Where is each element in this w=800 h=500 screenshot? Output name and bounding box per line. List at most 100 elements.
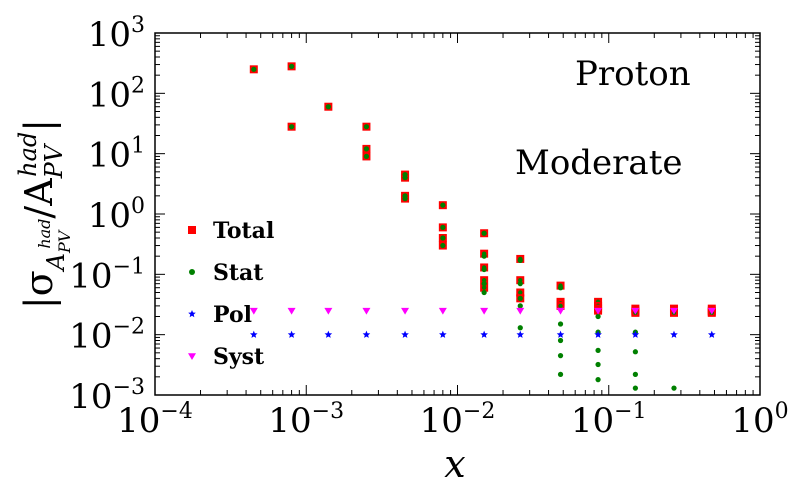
data-point-pol bbox=[439, 330, 447, 338]
data-point-pol bbox=[401, 330, 409, 338]
legend-marker-syst bbox=[188, 353, 196, 360]
data-point-stat bbox=[481, 289, 487, 296]
data-point-stat bbox=[481, 230, 487, 236]
data-point-syst bbox=[707, 307, 716, 315]
data-point-syst bbox=[287, 307, 296, 315]
data-point-syst bbox=[249, 307, 258, 315]
y-tick-label: 102 bbox=[88, 73, 145, 115]
data-point-stat bbox=[288, 63, 295, 69]
data-point-pol bbox=[249, 330, 258, 338]
data-point-stat bbox=[440, 242, 446, 249]
y-tick-label: 101 bbox=[88, 134, 145, 176]
data-point-stat bbox=[325, 104, 331, 110]
data-point-stat bbox=[595, 361, 601, 368]
x-tick-label: 10−1 bbox=[571, 399, 647, 441]
data-point-pol bbox=[516, 330, 525, 338]
data-point-stat bbox=[517, 303, 523, 309]
x-tick-label: 10−4 bbox=[117, 399, 193, 441]
data-point-syst bbox=[516, 307, 525, 315]
series-total bbox=[249, 62, 716, 317]
y-axis-title-text: |σAPVhad/APVhad| bbox=[14, 119, 74, 309]
data-point-stat bbox=[517, 295, 523, 301]
data-point-pol bbox=[631, 330, 640, 338]
y-axis-title: |σAPVhad/APVhad| bbox=[14, 119, 74, 309]
data-point-stat bbox=[481, 266, 487, 273]
y-tick-label: 100 bbox=[88, 194, 145, 236]
data-point-stat bbox=[251, 66, 257, 72]
data-point-stat bbox=[671, 385, 677, 391]
y-tick-label: 10−1 bbox=[69, 254, 145, 296]
data-point-syst bbox=[324, 307, 333, 315]
data-point-overlay bbox=[481, 285, 487, 290]
data-point-overlay bbox=[518, 290, 523, 295]
annotation-proton: Proton bbox=[575, 54, 691, 94]
data-point-stat bbox=[402, 195, 408, 202]
data-point-stat bbox=[557, 321, 564, 327]
y-tick-label: 10−2 bbox=[69, 315, 145, 357]
data-point-pol bbox=[362, 330, 371, 338]
data-point-stat bbox=[288, 124, 295, 130]
data-point-stat bbox=[632, 371, 639, 377]
annotation-moderate: Moderate bbox=[515, 143, 682, 183]
data-point-stat bbox=[517, 325, 523, 331]
data-point-overlay bbox=[481, 277, 487, 283]
legend-marker-stat bbox=[189, 269, 195, 275]
data-point-syst bbox=[401, 307, 410, 315]
data-point-pol bbox=[287, 330, 296, 338]
data-point-stat bbox=[363, 124, 370, 130]
legend-label-total: Total bbox=[213, 218, 274, 244]
x-tick-label: 10−3 bbox=[268, 399, 344, 441]
legend-label-pol: Pol bbox=[213, 302, 252, 328]
data-point-syst bbox=[594, 307, 603, 315]
x-axis-title: x bbox=[444, 442, 465, 486]
series-stat bbox=[251, 63, 677, 391]
data-point-stat bbox=[481, 253, 487, 259]
tick-labels: 10−4 10−3 10−2 10−1 10010−310−210−1100101102… bbox=[69, 13, 788, 441]
data-point-syst bbox=[362, 307, 371, 315]
legend-label-stat: Stat bbox=[213, 260, 264, 286]
data-point-stat bbox=[440, 224, 446, 231]
data-point-pol bbox=[556, 330, 565, 338]
data-point-stat bbox=[402, 175, 408, 181]
data-point-stat bbox=[517, 257, 523, 264]
data-point-syst bbox=[556, 307, 565, 315]
data-point-stat bbox=[595, 376, 601, 383]
data-points bbox=[249, 62, 716, 391]
data-point-pol bbox=[594, 330, 602, 338]
data-point-syst bbox=[631, 307, 640, 315]
series-pol bbox=[249, 330, 716, 338]
series-syst bbox=[249, 307, 716, 315]
y-tick-label: 103 bbox=[88, 13, 145, 55]
x-tick-label: 100 bbox=[731, 399, 788, 441]
data-point-stat bbox=[557, 337, 564, 344]
data-point-stat bbox=[595, 313, 601, 320]
plot-frame bbox=[154, 32, 761, 396]
data-point-stat bbox=[557, 285, 564, 291]
legend-marker-pol bbox=[188, 310, 196, 318]
data-point-pol bbox=[324, 330, 333, 338]
data-point-stat bbox=[363, 146, 370, 152]
data-point-stat bbox=[517, 281, 523, 287]
data-point-pol bbox=[670, 330, 678, 338]
data-point-stat bbox=[557, 352, 564, 359]
data-point-stat bbox=[557, 371, 564, 377]
data-point-overlay bbox=[518, 277, 523, 283]
data-point-stat bbox=[440, 235, 446, 241]
data-point-stat bbox=[363, 153, 370, 160]
data-point-syst bbox=[438, 307, 447, 315]
data-point-stat bbox=[595, 347, 601, 353]
data-point-syst bbox=[480, 307, 489, 315]
data-point-pol bbox=[480, 330, 488, 338]
data-point-syst bbox=[669, 307, 678, 315]
legend-marker-total bbox=[188, 226, 196, 234]
data-point-stat bbox=[632, 385, 639, 391]
data-point-stat bbox=[440, 202, 446, 208]
data-point-stat bbox=[632, 349, 639, 355]
data-point-overlay bbox=[558, 303, 563, 309]
data-point-stat bbox=[481, 281, 487, 287]
x-tick-label: 10−2 bbox=[420, 399, 496, 441]
legend: Total Stat Pol Syst bbox=[188, 218, 274, 370]
legend-label-syst: Syst bbox=[213, 344, 265, 370]
y-tick-label: 10−3 bbox=[69, 375, 145, 417]
